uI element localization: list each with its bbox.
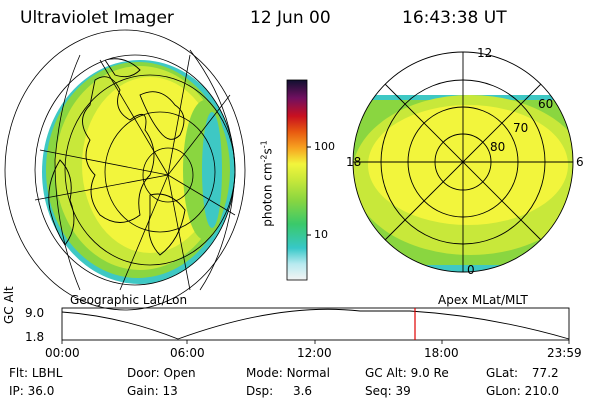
param-flt: Flt: LBHL xyxy=(9,366,63,380)
time-label: 16:43:38 UT xyxy=(402,8,507,28)
date-label: 12 Jun 00 xyxy=(250,8,331,28)
lat-label-60: 60 xyxy=(538,97,554,111)
timeline-axis-label: GC Alt xyxy=(2,286,16,324)
apex-caption: Apex MLat/MLT xyxy=(438,293,528,307)
timeline-xtick-1800: 18:00 xyxy=(424,346,459,360)
altitude-curve xyxy=(61,308,570,340)
instrument-title: Ultraviolet Imager xyxy=(20,8,174,28)
timeline-ytick-1: 1.8 xyxy=(25,330,45,344)
geographic-grid xyxy=(4,29,246,311)
mlt-label-0: 0 xyxy=(467,263,475,277)
timeline-xtick-1200: 12:00 xyxy=(297,346,332,360)
colorbar-tick-10: 10 xyxy=(314,228,328,241)
param-door: Door: Open xyxy=(127,366,196,380)
colorbar xyxy=(286,79,308,281)
lat-label-80: 80 xyxy=(490,140,506,154)
colorbar-unit-label: photon cm-2s-1 xyxy=(259,140,275,227)
timeline-xtick-0600: 06:00 xyxy=(170,346,205,360)
timeline-ytick-9: 9.0 xyxy=(25,306,45,320)
mlt-label-12: 12 xyxy=(477,46,493,60)
param-seq: Seq: 39 xyxy=(365,384,411,398)
polar-auroral-image xyxy=(353,95,573,272)
timeline-frame xyxy=(61,307,570,341)
geographic-caption: Geographic Lat/Lon xyxy=(70,293,188,307)
param-glon: GLon: 210.0 xyxy=(486,384,559,398)
param-glat: GLat: 77.2 xyxy=(486,366,559,380)
param-gc-alt: GC Alt: 9.0 Re xyxy=(365,366,449,380)
timeline-xtick-0000: 00:00 xyxy=(45,346,80,360)
mlt-label-6: 6 xyxy=(576,155,584,169)
param-ip: IP: 36.0 xyxy=(9,384,55,398)
mlt-label-18: 18 xyxy=(346,155,362,169)
polar-grid xyxy=(352,51,574,273)
param-mode: Mode: Normal xyxy=(246,366,330,380)
timeline-xtick-2359: 23:59 xyxy=(547,346,582,360)
lat-label-70: 70 xyxy=(513,121,529,135)
colorbar-tick-100: 100 xyxy=(314,140,335,153)
param-gain: Gain: 13 xyxy=(127,384,178,398)
param-dsp: Dsp: 3.6 xyxy=(246,384,313,398)
